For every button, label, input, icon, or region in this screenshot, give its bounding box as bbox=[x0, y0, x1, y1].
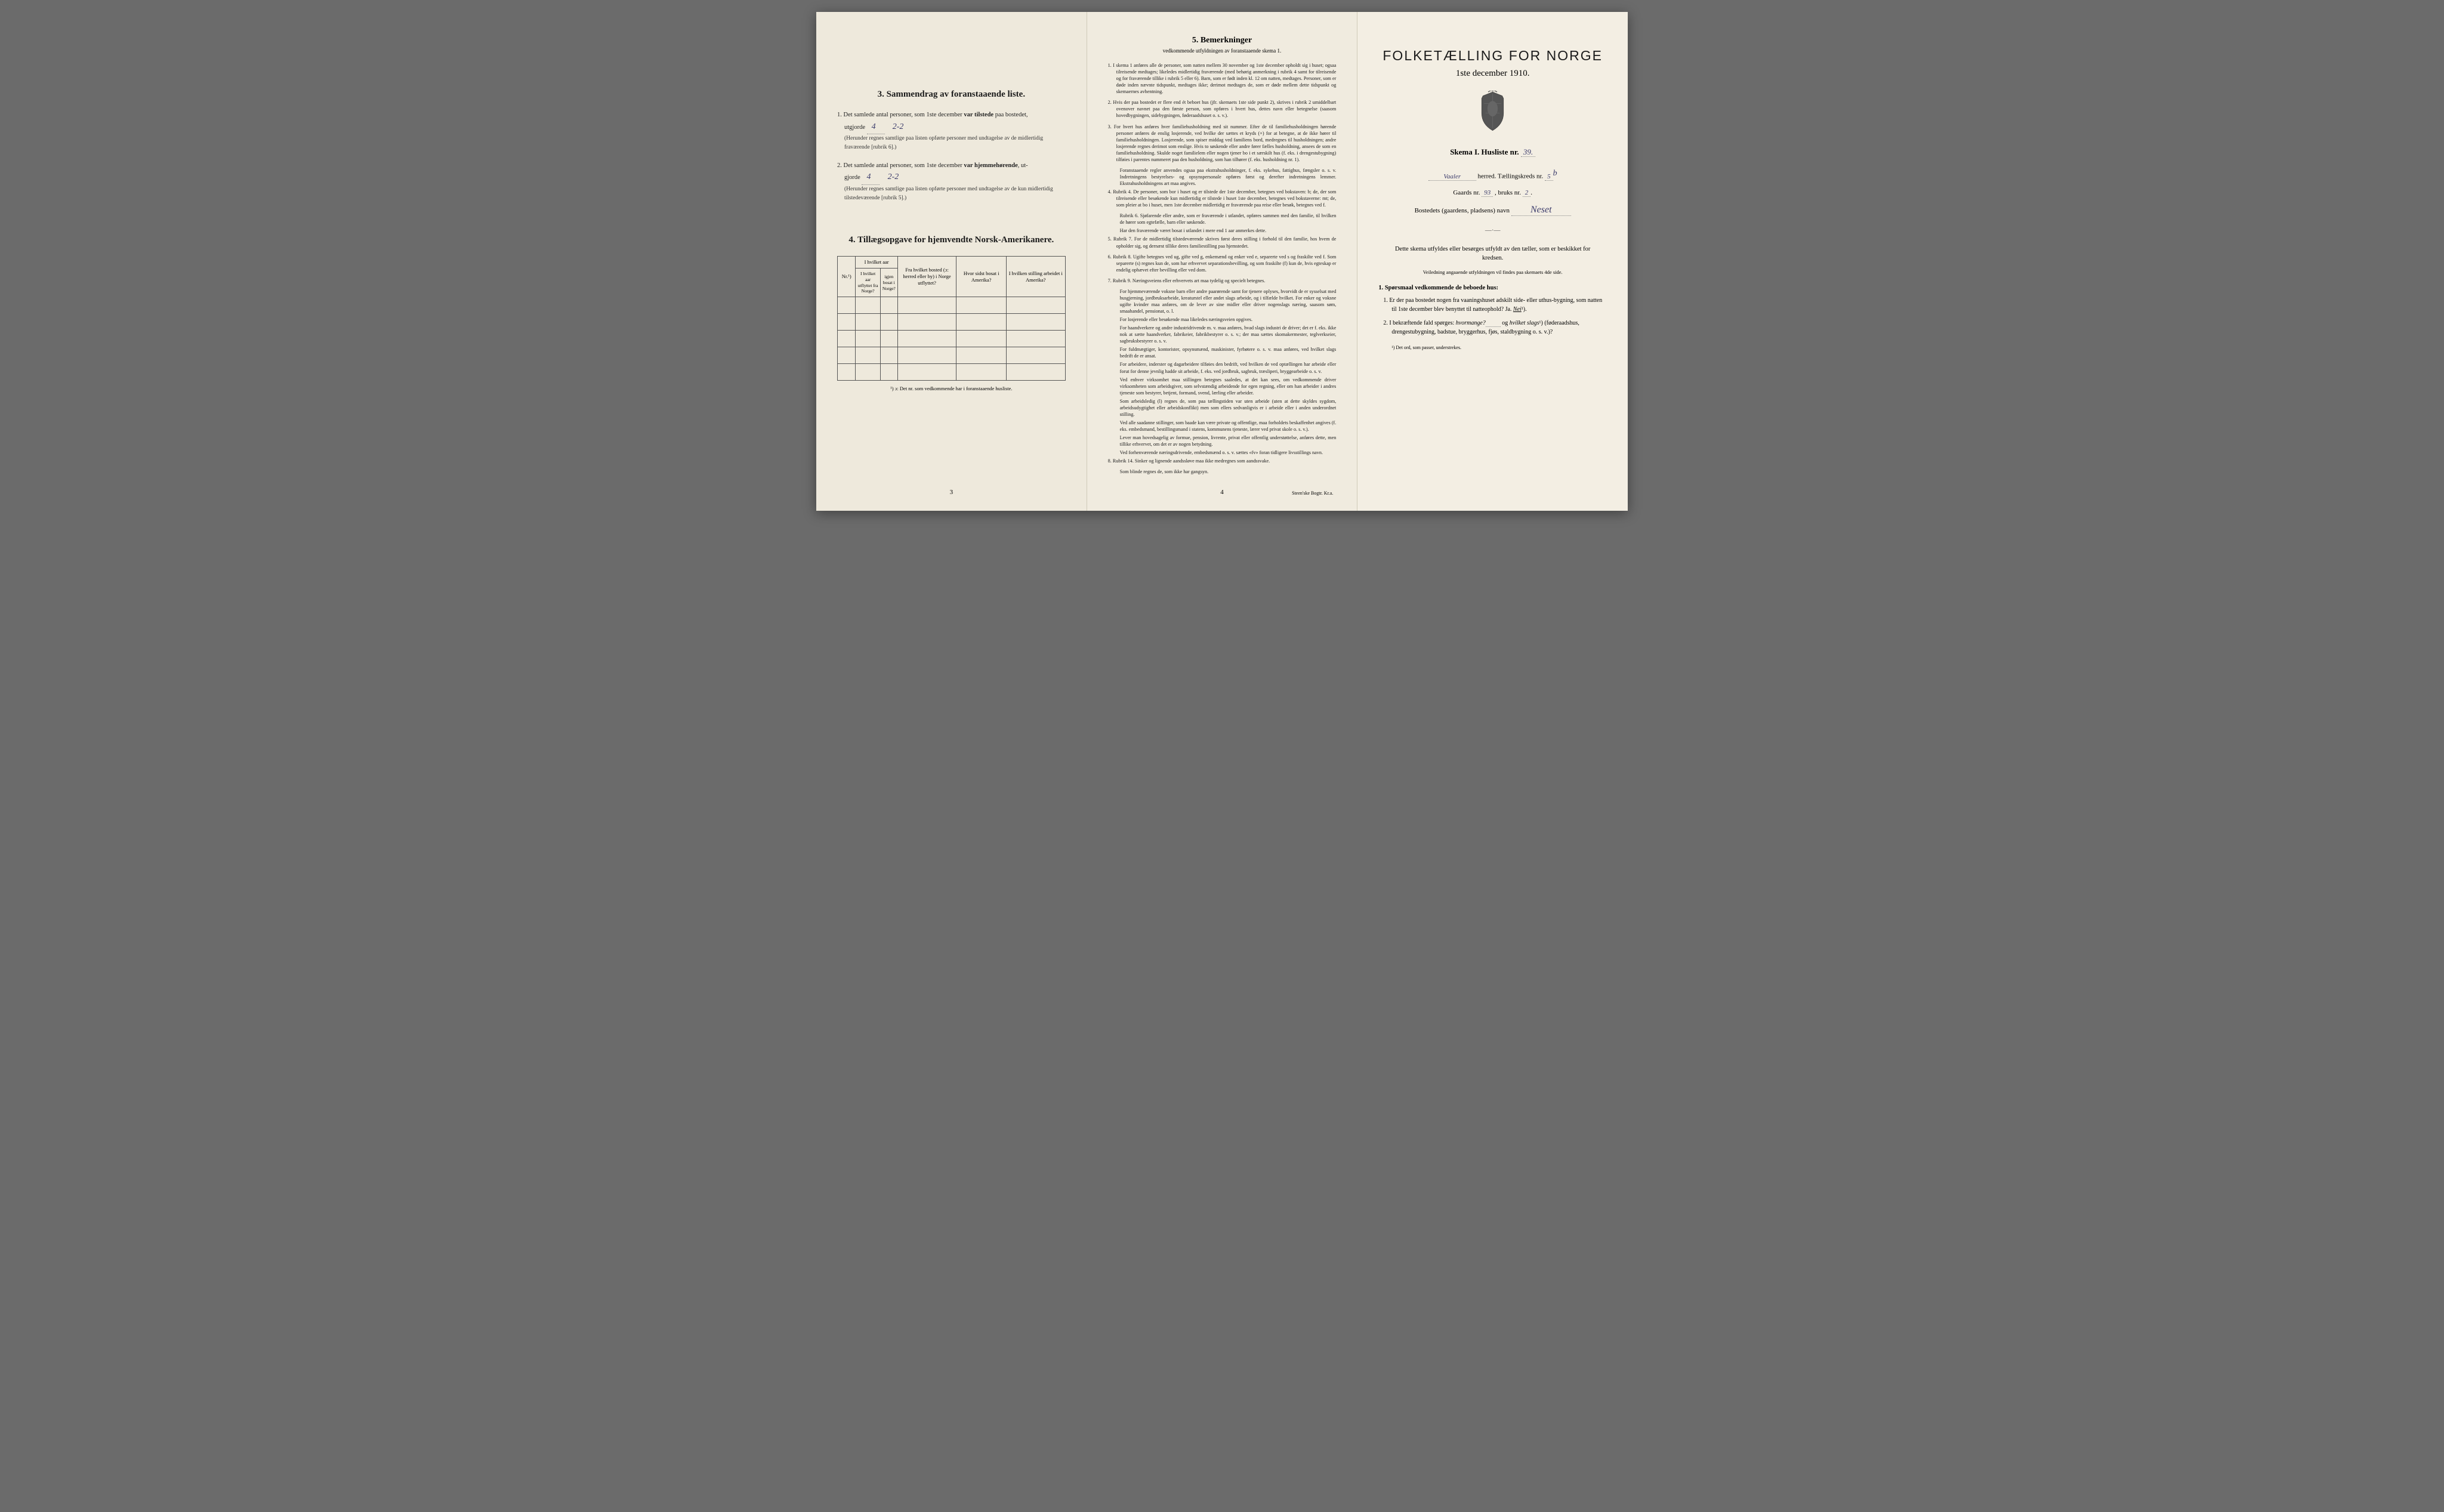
th-bosted: Fra hvilket bosted (ɔ: herred eller by) … bbox=[897, 257, 956, 297]
amerika-table: Nr.¹) I hvilket aar Fra hvilket bosted (… bbox=[837, 256, 1066, 381]
th-igjen: igjen bosat i Norge? bbox=[880, 269, 897, 297]
census-date: 1ste december 1910. bbox=[1378, 69, 1607, 79]
item2-prefix: 2. Det samlede antal personer, som 1ste … bbox=[837, 162, 964, 169]
remark-item: Rubrik 6. Sjøfarende eller andre, som er… bbox=[1108, 212, 1337, 226]
main-title: FOLKETÆLLING FOR NORGE bbox=[1378, 48, 1607, 64]
table-row bbox=[838, 364, 1066, 381]
item1-paren: (Herunder regnes samtlige paa listen opf… bbox=[837, 134, 1066, 152]
q1-text: 1. Er der paa bostedet nogen fra vaaning… bbox=[1383, 297, 1602, 313]
bruks-label: , bruks nr. bbox=[1495, 189, 1521, 196]
instruction-text: Dette skema utfyldes eller besørges utfy… bbox=[1384, 245, 1601, 264]
instruction-sub: Veiledning angaaende utfyldningen vil fi… bbox=[1378, 269, 1607, 275]
remark-item: 8. Rubrik 14. Sinker og lignende aandssl… bbox=[1108, 458, 1337, 464]
gaards-line: Gaards nr. 93 , bruks nr. 2. bbox=[1378, 189, 1607, 196]
page1-number: 3 bbox=[950, 489, 953, 496]
page1-footnote: ¹) ɔ: Det nr. som vedkommende har i fora… bbox=[837, 385, 1066, 391]
table-row bbox=[838, 314, 1066, 331]
item1-bold: var tilstede bbox=[964, 112, 993, 118]
item2-paren: (Herunder regnes samtlige paa listen opf… bbox=[837, 185, 1066, 203]
remark-item: Lever man hovedsagelig av formue, pensio… bbox=[1108, 434, 1337, 448]
th-utflyttet: I hvilket aar utflyttet fra Norge? bbox=[856, 269, 880, 297]
section-4-title: 4. Tillægsopgave for hjemvendte Norsk-Am… bbox=[837, 235, 1066, 245]
question-section: 1. Spørsmaal vedkommende de beboede hus:… bbox=[1378, 285, 1607, 350]
page2-title: 5. Bemerkninger bbox=[1108, 36, 1337, 45]
husliste-nr: 39. bbox=[1521, 147, 1535, 157]
remark-item: 2. Hvis der paa bostedet er flere end ét… bbox=[1108, 99, 1337, 119]
gaards-nr: 93 bbox=[1482, 189, 1493, 197]
remark-item: 3. For hvert hus anføres hver familiehus… bbox=[1108, 124, 1337, 163]
remark-item: 4. Rubrik 4. De personer, som bor i huse… bbox=[1108, 189, 1337, 208]
remark-item: 7. Rubrik 9. Næringsveiens eller erhverv… bbox=[1108, 277, 1337, 284]
page-2: 5. Bemerkninger vedkommende utfyldningen… bbox=[1087, 12, 1358, 511]
remark-item: For haandverkere og andre industridriven… bbox=[1108, 325, 1337, 344]
section-3-title: 3. Sammendrag av foranstaaende liste. bbox=[837, 90, 1066, 100]
remark-item: For hjemmeværende voksne barn eller andr… bbox=[1108, 288, 1337, 314]
item1-prefix: 1. Det samlede antal personer, som 1ste … bbox=[837, 112, 964, 118]
remark-item: Ved enhver virksomhet maa stillingen bet… bbox=[1108, 377, 1337, 396]
bosted-value: Neset bbox=[1511, 205, 1571, 216]
remark-item: Som blinde regnes de, som ikke har gangs… bbox=[1108, 468, 1337, 475]
item-1: 1. Det samlede antal personer, som 1ste … bbox=[837, 110, 1066, 153]
question-title: 1. Spørsmaal vedkommende de beboede hus: bbox=[1378, 285, 1607, 291]
q2-i1: hvormange? bbox=[1456, 320, 1486, 326]
ornament-divider: ―·― bbox=[1378, 227, 1607, 234]
remark-item: Ved alle saadanne stillinger, som baade … bbox=[1108, 419, 1337, 433]
th-aar: I hvilket aar bbox=[856, 257, 897, 269]
herred-value: Vaaler bbox=[1428, 173, 1476, 181]
q2-prefix: 2. I bekræftende fald spørges: bbox=[1383, 320, 1455, 326]
item1-value: 4 bbox=[867, 121, 885, 134]
q2-mid: og bbox=[1502, 320, 1510, 326]
bosted-label: Bostedets (gaardens, pladsens) navn bbox=[1415, 207, 1510, 214]
remark-item: Ved forhenværende næringsdrivende, embed… bbox=[1108, 449, 1337, 456]
q2-i2: hvilket slags bbox=[1510, 320, 1539, 326]
skema-label: Skema I. Husliste nr. bbox=[1450, 147, 1519, 156]
th-amerika: Hvor sidst bosat i Amerika? bbox=[956, 257, 1007, 297]
herred-line: Vaaler herred. Tællingskreds nr. 5b bbox=[1378, 169, 1607, 181]
remark-item: 1. I skema 1 anføres alle de personer, s… bbox=[1108, 62, 1337, 95]
page-1: 3. Sammendrag av foranstaaende liste. 1.… bbox=[816, 12, 1087, 511]
skema-line: Skema I. Husliste nr. 39. bbox=[1378, 147, 1607, 157]
item2-value2: 2-2 bbox=[888, 172, 899, 181]
p3-footnote-text: ¹) Det ord, som passer, understrekes. bbox=[1391, 345, 1461, 350]
remark-item: For fuldmægtiger, kontorister, opsynsmæn… bbox=[1108, 346, 1337, 359]
th-nr: Nr.¹) bbox=[838, 257, 856, 297]
kreds-suffix: b bbox=[1553, 169, 1557, 178]
table-row bbox=[838, 331, 1066, 347]
kreds-nr: 5 bbox=[1545, 173, 1553, 181]
printer-mark: Steen'ske Bogtr. Kr.a. bbox=[1292, 490, 1333, 496]
page3-footnote: ¹) Det ord, som passer, understrekes. bbox=[1378, 345, 1607, 350]
item1-line2: utgjorde bbox=[837, 124, 865, 131]
herred-label: herred. Tællingskreds nr. bbox=[1478, 173, 1544, 180]
page2-subtitle: vedkommende utfyldningen av foranstaaend… bbox=[1108, 48, 1337, 54]
census-document: 3. Sammendrag av foranstaaende liste. 1.… bbox=[816, 12, 1628, 511]
item1-suffix: paa bostedet, bbox=[993, 112, 1027, 118]
remarks-list: 1. I skema 1 anføres alle de personer, s… bbox=[1108, 62, 1337, 475]
item2-line2: gjorde bbox=[837, 174, 860, 181]
bruks-nr: 2 bbox=[1523, 189, 1531, 197]
item1-value2: 2-2 bbox=[893, 122, 904, 131]
item2-suffix: , ut- bbox=[1018, 162, 1028, 169]
coat-of-arms-icon bbox=[1378, 91, 1607, 135]
item2-value: 4 bbox=[862, 171, 880, 184]
item2-bold: var hjemmehørende bbox=[964, 162, 1017, 169]
bosted-line: Bostedets (gaardens, pladsens) navn Nese… bbox=[1378, 205, 1607, 216]
q1-suffix: ¹). bbox=[1522, 306, 1527, 313]
gaards-label: Gaards nr. bbox=[1453, 189, 1480, 196]
page-3: FOLKETÆLLING FOR NORGE 1ste december 191… bbox=[1357, 12, 1628, 511]
q1-answer: Nei bbox=[1513, 306, 1522, 313]
item-2: 2. Det samlede antal personer, som 1ste … bbox=[837, 161, 1066, 203]
th-stilling: I hvilken stilling arbeidet i Amerika? bbox=[1006, 257, 1065, 297]
page2-number: 4 bbox=[1220, 489, 1224, 496]
table-row bbox=[838, 347, 1066, 364]
table-row bbox=[838, 297, 1066, 314]
remark-item: 5. Rubrik 7. For de midlertidig tilstede… bbox=[1108, 236, 1337, 249]
question-2: 2. I bekræftende fald spørges: hvormange… bbox=[1378, 319, 1607, 337]
remark-item: Har den fraværende været bosat i utlande… bbox=[1108, 227, 1337, 234]
remark-item: Foranstaaende regler anvendes ogsaa paa … bbox=[1108, 167, 1337, 187]
question-1: 1. Er der paa bostedet nogen fra vaaning… bbox=[1378, 296, 1607, 314]
remark-item: For losjerende eller besøkende maa likel… bbox=[1108, 316, 1337, 323]
remark-item: For arbeidere, inderster og dagarbeidere… bbox=[1108, 361, 1337, 374]
remark-item: 6. Rubrik 8. Ugifte betegnes ved ug, gif… bbox=[1108, 254, 1337, 273]
remark-item: Som arbeidsledig (l) regnes de, som paa … bbox=[1108, 398, 1337, 418]
